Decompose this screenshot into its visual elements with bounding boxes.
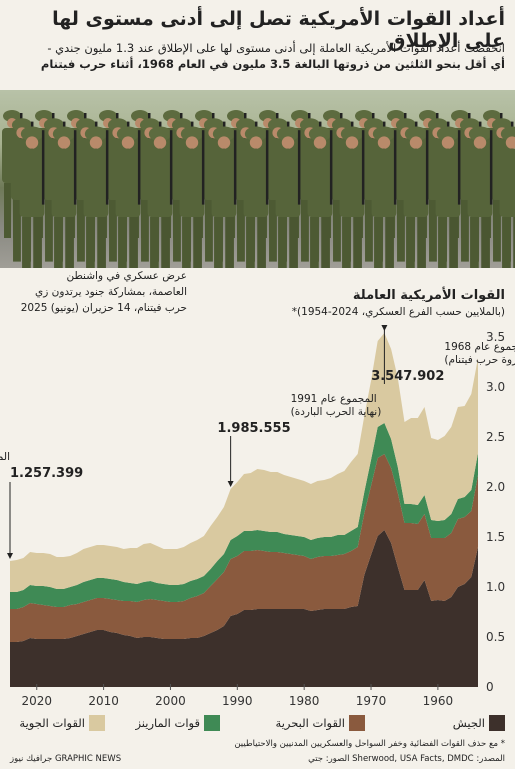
legend-item-army: الجيش xyxy=(453,715,505,731)
legend-label-army: الجيش xyxy=(452,716,485,730)
y-tick-label: 0.5 xyxy=(486,630,505,644)
x-tick-label: 1990 xyxy=(222,694,253,708)
x-tick-label: 1980 xyxy=(289,694,320,708)
soldier-figure xyxy=(211,126,237,268)
annotation-label: (ذروة حرب فيتنام) xyxy=(444,354,515,366)
photo-caption-line-1: عرض عسكري في واشنطن xyxy=(66,270,187,282)
legend-swatch-marines xyxy=(204,715,220,731)
x-tick-label: 2000 xyxy=(155,694,186,708)
photo-caption-line-3: حرب فيتنام، 14 حزيران (يونيو) 2025 xyxy=(20,302,187,314)
soldier-figure xyxy=(51,126,77,268)
parade-photo xyxy=(0,90,515,268)
annotation-value: 1.985.555 xyxy=(217,421,290,436)
area-series-navy xyxy=(10,454,478,642)
soldiers-illustration xyxy=(2,110,515,268)
legend-swatch-airforce xyxy=(89,715,105,731)
legend-item-navy: القوات البحرية xyxy=(276,715,365,731)
page-title: أعداد القوات الأمريكية تصل إلى أدنى مستو… xyxy=(52,8,505,52)
soldier-figure xyxy=(467,126,493,268)
area-series-marines xyxy=(10,423,478,609)
legend-item-airforce: القوات الجوية xyxy=(19,715,105,731)
soldier-figure xyxy=(275,126,301,268)
annotation-value: 1.257.399 xyxy=(10,466,83,481)
soldier-figure xyxy=(115,126,141,268)
annotation-label: المجموع عام 1968 xyxy=(444,341,515,353)
annotation-arrow xyxy=(7,553,13,559)
footnote: * مع حذف القوات الفضائية وخفر السواحل وا… xyxy=(234,739,505,749)
soldier-figure xyxy=(403,126,429,268)
soldier-figure xyxy=(83,126,109,268)
legend-label-navy: القوات البحرية xyxy=(275,716,345,730)
annotation-label: المجموع عام 2024 xyxy=(0,451,10,463)
x-tick-label: 2020 xyxy=(21,694,52,708)
annotation-label: (نهاية الحرب الباردة) xyxy=(291,406,382,418)
soldier-figure xyxy=(371,126,397,268)
photo-caption: عرض عسكري في واشنطن العاصمة، بمشاركة جنو… xyxy=(12,268,187,316)
y-tick-label: 3.0 xyxy=(486,380,505,394)
y-tick-label: 2.0 xyxy=(486,480,505,494)
annotation-arrow xyxy=(381,325,388,331)
x-tick-label: 1970 xyxy=(356,694,387,708)
legend-label-airforce: القوات الجوية xyxy=(19,716,85,730)
y-tick-label: 1.0 xyxy=(486,580,505,594)
page-subtitle: انخفضت أعداد القوات الأمريكية العاملة إل… xyxy=(10,40,505,72)
subtitle-line-1: انخفضت أعداد القوات الأمريكية العاملة إل… xyxy=(47,41,505,55)
x-tick-label: 2010 xyxy=(88,694,119,708)
area-series-airforce xyxy=(10,333,478,592)
y-tick-label: 3.5 xyxy=(486,330,505,344)
y-tick-label: 2.5 xyxy=(486,430,505,444)
soldier-figure xyxy=(435,126,461,268)
legend-swatch-army xyxy=(489,715,505,731)
area-chart: 0 0.5 1.0 1.5 2.0 2.5 3.0 3.5 2020 2010 2000 1990 19… xyxy=(0,325,515,708)
x-tick-label: 1960 xyxy=(423,694,454,708)
chart-title: القوات الأمريكية العاملة xyxy=(352,288,505,303)
soldier-figure xyxy=(179,126,205,268)
credit-line: GRAPHIC NEWS جرافيك نيوز xyxy=(10,754,122,764)
soldier-figure xyxy=(19,126,45,268)
soldier-figure xyxy=(147,126,173,268)
annotation-value: 3.547.902 xyxy=(371,369,444,384)
soldier-figure xyxy=(499,126,515,268)
legend-swatch-navy xyxy=(349,715,365,731)
annotation-arrow xyxy=(227,481,234,487)
soldier-figure xyxy=(307,126,333,268)
y-tick-label: 0 xyxy=(486,680,494,694)
soldier-figure xyxy=(243,126,269,268)
legend-label-marines: قوات المارينز xyxy=(135,716,200,730)
chart-subtitle: (بالملايين حسب الفرع العسكري، 2024-1954)… xyxy=(291,306,505,318)
soldier-figure xyxy=(339,126,365,268)
legend-item-marines: قوات المارينز xyxy=(135,715,220,731)
y-tick-label: 1.5 xyxy=(486,530,505,544)
subtitle-line-2: أي أقل بنحو الثلثين من ذروتها البالغة 3.… xyxy=(40,57,505,71)
source-line: المصدر: Sherwood, USA Facts, DMDC الصور:… xyxy=(308,754,505,764)
photo-caption-line-2: العاصمة، بمشاركة جنود يرتدون زي xyxy=(35,286,187,298)
area-series-army xyxy=(10,530,478,687)
annotation-label: المجموع عام 1991 xyxy=(291,393,377,405)
legend: الجيش القوات البحرية قوات المارينز القوا… xyxy=(10,715,505,735)
